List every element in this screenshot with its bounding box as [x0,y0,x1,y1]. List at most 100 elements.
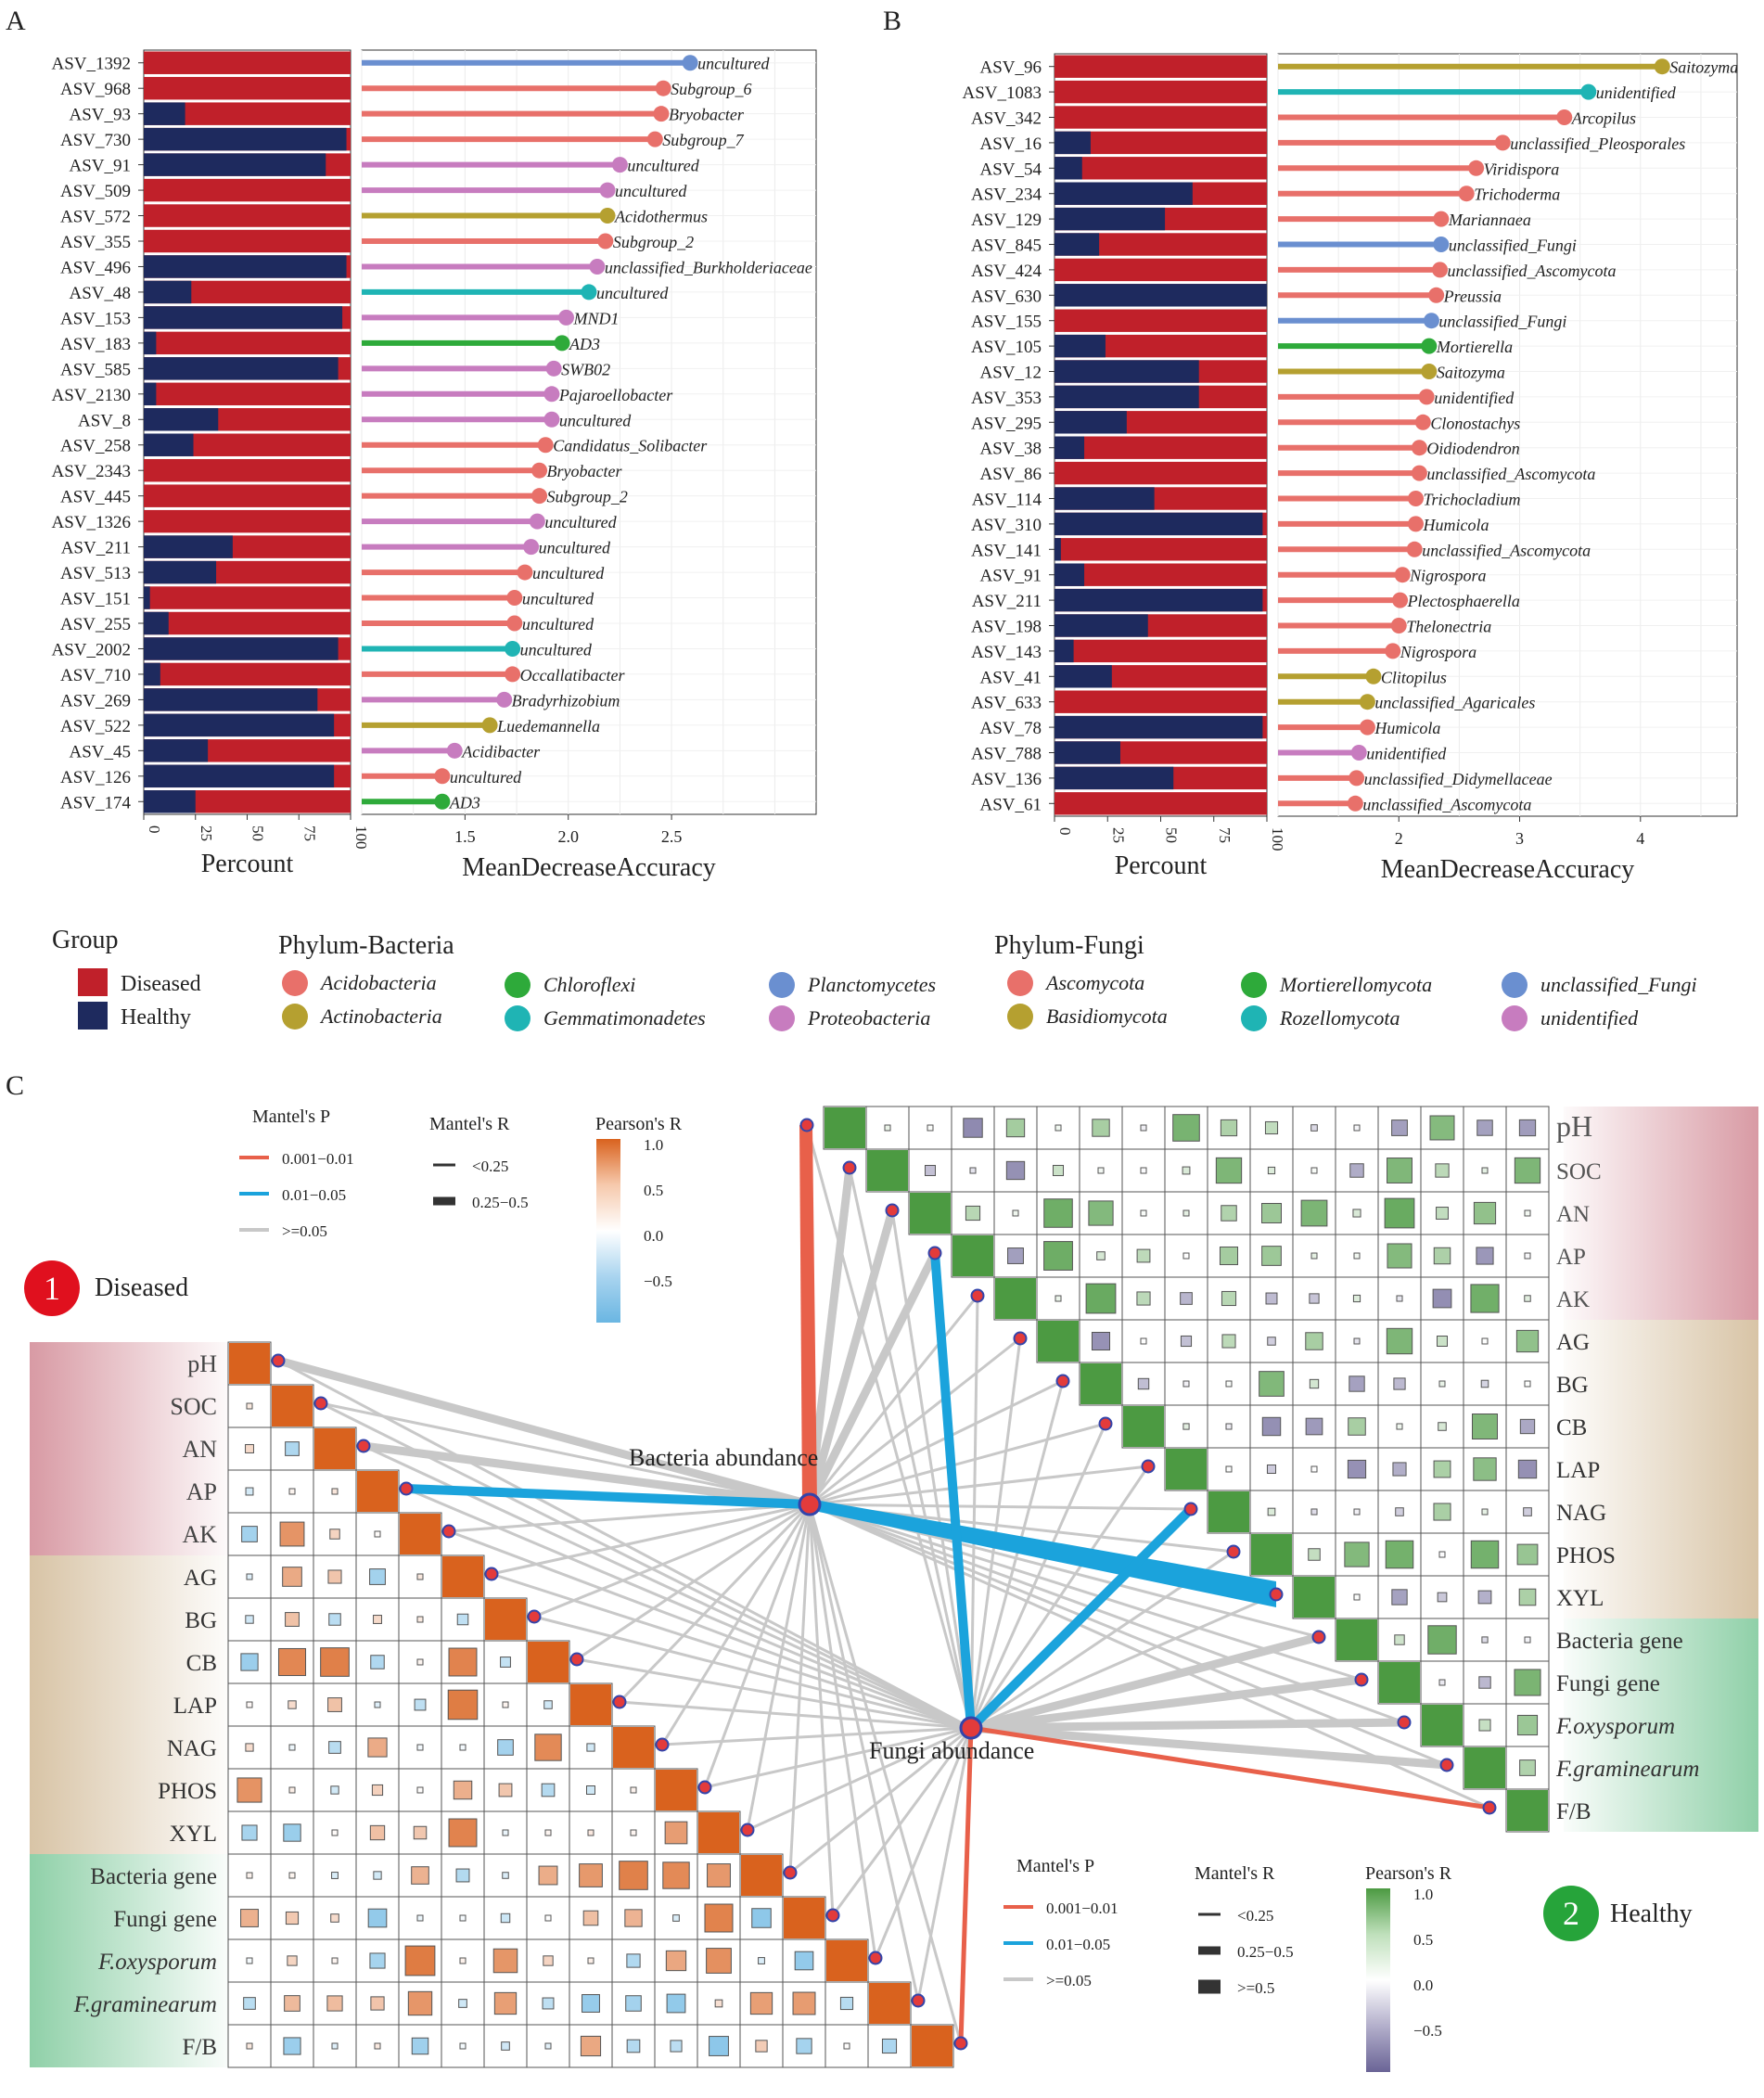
mantel-p-label: 0.01−0.05 [1046,1936,1110,1953]
bar-diseased [144,611,351,635]
bar-healthy [1055,487,1155,510]
variable-label: XYL [170,1822,217,1847]
lollipop-point [1359,719,1375,736]
corr-square [1221,1290,1237,1307]
corr-square [843,2042,850,2050]
lollipop-point [505,666,521,683]
category-label: ASV_255 [60,615,131,634]
bar-frame-A [143,49,352,815]
corr-square [1180,1335,1193,1348]
bar-healthy [144,637,339,660]
category-label: ASV_234 [971,185,1042,205]
corr-square [1349,1163,1364,1178]
corr-square [329,1529,340,1540]
mantel-edge-ns [970,1593,1277,1730]
edge-endpoint [825,1908,840,1923]
corr-square [1524,1295,1531,1302]
corr-square [246,1701,253,1708]
fungi-node-label: Fungi abundance [869,1737,1034,1764]
corr-square [1096,1251,1106,1260]
mantel-edge-ns [969,1295,979,1729]
corr-square [619,1861,648,1890]
x-tick-label: 2.5 [661,827,683,846]
corr-square [1309,1378,1320,1389]
genus-label: unclassified_Fungi [1449,237,1577,255]
corr-square [1516,1543,1539,1566]
mantel-p-title: Mantel's P [252,1107,330,1127]
mantel-edge-ns [809,1379,1064,1506]
corr-diagonal [229,1343,270,1384]
corr-square [1518,1119,1537,1137]
bar-healthy [144,280,192,304]
legend-label: Acidobacteria [319,971,437,994]
mantel-edge-ns [788,1503,812,1874]
variable-label: CB [186,1651,217,1676]
mantel-edge-ns [805,1250,940,1507]
bar-healthy [144,764,335,788]
edge-endpoint [356,1439,371,1453]
lollipop-point [1394,567,1411,583]
corr-square [1429,1115,1455,1141]
category-label: ASV_41 [979,668,1042,687]
bar-healthy [1055,665,1112,688]
lollipop-point [537,437,554,454]
corr-square [580,2035,602,2057]
corr-square [625,1995,642,2012]
x-axis-title: Percount [201,850,294,878]
genus-label: AD3 [449,793,480,812]
category-label: ASV_155 [971,313,1042,332]
edge-endpoint [885,1203,900,1218]
corr-square [283,1823,301,1842]
mantel-edge-ns [276,1356,812,1509]
category-label: ASV_91 [69,157,131,176]
bar-diseased [1055,258,1267,282]
corr-square [1305,1332,1323,1350]
mantel-r-label: <0.25 [1237,1907,1273,1925]
corr-square [881,2038,898,2054]
corr-square [969,1167,977,1174]
corr-square [1473,1457,1497,1481]
mantel-edge-ns [363,1441,811,1509]
edge-endpoint [970,1288,985,1303]
genus-label: Bradyrhizobium [512,691,620,710]
x-tick-label: 100 [1269,827,1286,851]
corr-square [624,1909,643,1927]
legend-diseased-swatch [78,968,108,996]
bar-diseased [144,51,351,74]
bar-diseased [1055,639,1267,663]
corr-square [1180,1292,1193,1305]
corr-square [331,1872,339,1879]
corr-square [586,1785,595,1795]
lollipop-point [1349,770,1365,787]
variable-label: F/B [182,2035,217,2060]
corr-square [288,1786,296,1794]
variable-label: F.oxysporum [97,1950,217,1975]
corr-diagonal [1123,1406,1164,1447]
genus-label: Preussia [1443,287,1502,305]
bar-diseased [1055,55,1267,78]
corr-square [331,2042,339,2050]
corr-diagonal [357,1471,398,1512]
genus-label: unclassified_Ascomycota [1362,795,1531,813]
variable-label: F.graminearum [73,1992,217,2017]
edge-endpoint [911,1993,926,2008]
bar-diseased [144,178,351,202]
corr-square [542,1997,555,2010]
variable-label: AN [182,1436,217,1463]
category-label: ASV_8 [78,411,131,430]
edge-endpoint [1098,1416,1113,1431]
corr-square [749,1991,773,2015]
bar-healthy [144,688,318,711]
corr-square [582,1910,599,1926]
corr-square [1353,1593,1361,1601]
edge-endpoint [1439,1758,1454,1772]
corr-diagonal [741,1855,782,1896]
mantel-p-label: >=0.05 [282,1222,327,1240]
genus-label: Bryobacter [669,106,745,124]
lollipop-point [653,106,670,122]
corr-square [884,1124,891,1132]
corr-square [662,1861,690,1889]
corr-square [839,1996,854,2011]
corr-square [1481,1636,1489,1644]
x-tick-label: 50 [1163,827,1181,843]
